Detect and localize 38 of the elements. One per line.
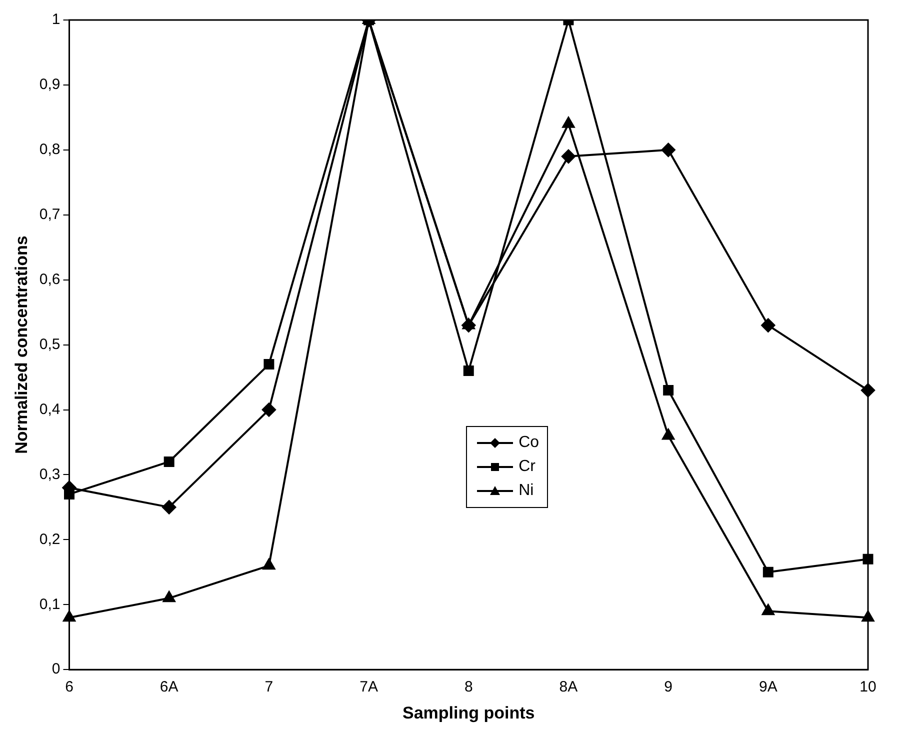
- legend-label: Co: [518, 432, 540, 453]
- y-tick-label: 0,8: [39, 141, 60, 158]
- y-tick-label: 1: [52, 11, 60, 28]
- y-tick-label: 0,4: [39, 400, 60, 418]
- point: [662, 428, 675, 440]
- point: [761, 318, 776, 332]
- x-tick-label: 9: [664, 678, 672, 696]
- point: [462, 318, 476, 332]
- x-tick-label: 7A: [360, 678, 378, 696]
- point: [162, 500, 176, 514]
- legend-label: Cr: [518, 456, 536, 477]
- y-tick-label: 0,2: [39, 530, 60, 548]
- y-tick-label: 0: [52, 660, 60, 678]
- y-axis-title: Normalized concentrations: [12, 236, 31, 454]
- point: [264, 359, 274, 370]
- point: [262, 558, 276, 570]
- point: [762, 566, 774, 578]
- legend-label: Ni: [518, 480, 534, 501]
- y-tick-label: 0,3: [39, 466, 60, 483]
- x-tick-label: 8A: [559, 678, 578, 696]
- point: [164, 456, 174, 467]
- point: [463, 366, 474, 376]
- point: [762, 604, 774, 616]
- point: [262, 402, 276, 417]
- x-tick-label: 6: [65, 678, 74, 696]
- x-tick-label: 6A: [160, 678, 178, 696]
- y-tick-label: 0,6: [39, 270, 60, 288]
- y-tick-label: 0,9: [39, 76, 60, 94]
- point: [663, 385, 674, 396]
- x-tick-label: 7: [264, 678, 274, 696]
- x-tick-label: 10: [860, 678, 876, 696]
- y-tick-label: 0,5: [39, 336, 60, 353]
- point: [162, 591, 176, 602]
- x-tick-label: 8: [464, 678, 473, 696]
- y-tick-label: 0,1: [39, 596, 60, 613]
- x-tick-label: 9A: [758, 678, 778, 696]
- y-tick-label: 0,7: [39, 206, 60, 224]
- x-axis-title: Sampling points: [402, 703, 535, 722]
